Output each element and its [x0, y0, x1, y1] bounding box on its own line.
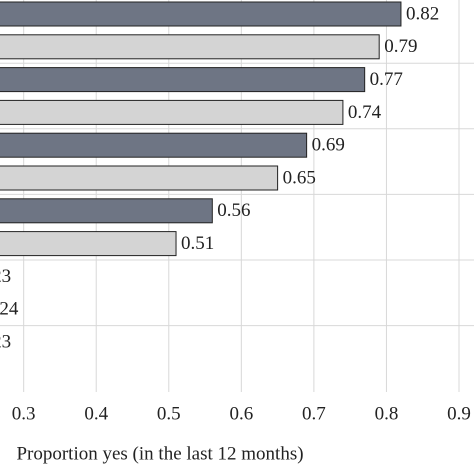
x-tick-label: 0.6 [229, 403, 253, 424]
bar [0, 34, 380, 60]
bar [0, 99, 344, 125]
data-label: 0.74 [348, 102, 382, 123]
x-tick-label: 0.9 [447, 403, 471, 424]
x-tick-label: 0.4 [84, 403, 108, 424]
bar [0, 1, 402, 27]
data-label: 0.23 [0, 266, 11, 287]
data-label: 0.23 [0, 331, 11, 352]
bar [0, 67, 366, 93]
data-label: 0.24 [0, 299, 19, 320]
data-label: 0.69 [312, 135, 345, 156]
x-axis-title: Proportion yes (in the last 12 months) [16, 443, 303, 464]
data-label: 0.56 [217, 200, 250, 221]
data-label: 0.51 [181, 233, 214, 254]
data-label: 0.82 [406, 3, 439, 24]
bar [0, 231, 177, 257]
data-label: 0.77 [370, 69, 403, 90]
data-label: 0.79 [384, 36, 417, 57]
x-tick-label: 0.5 [157, 403, 181, 424]
bar [0, 132, 308, 158]
x-tick-label: 0.7 [302, 403, 326, 424]
bar [0, 198, 213, 224]
data-label: 0.65 [283, 167, 316, 188]
x-tick-label: 0.3 [12, 403, 36, 424]
x-tick-label: 0.8 [375, 403, 399, 424]
bar [0, 165, 279, 191]
